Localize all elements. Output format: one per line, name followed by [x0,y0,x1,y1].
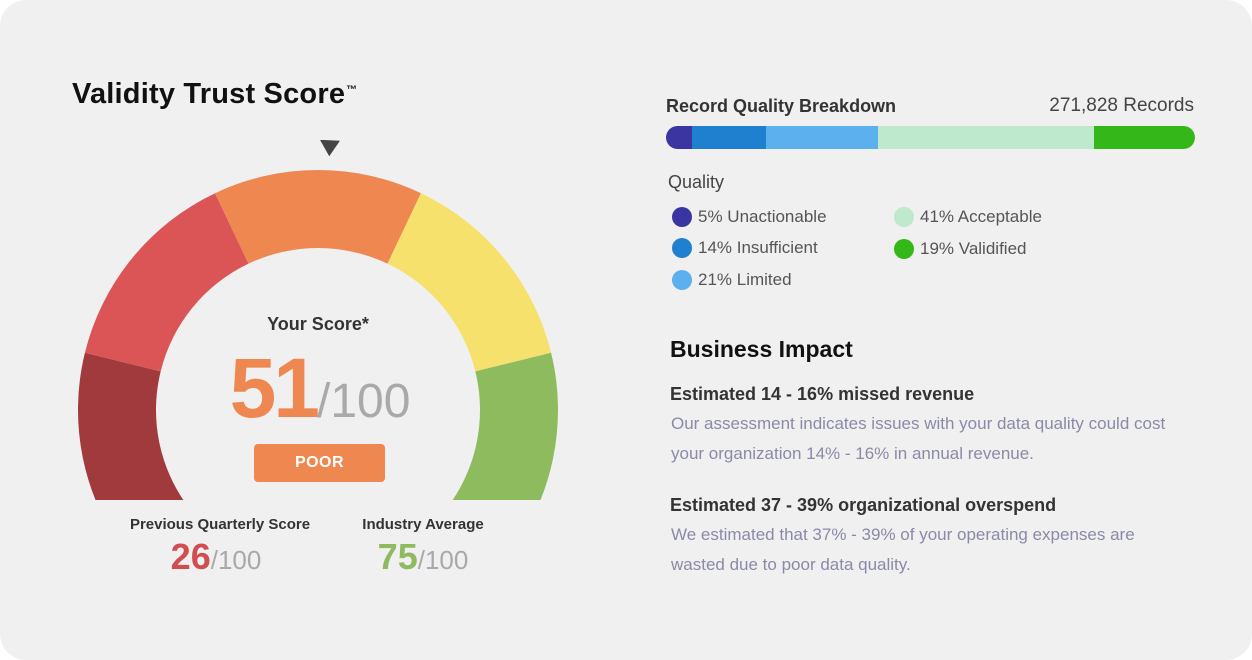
score-rating-badge: POOR [254,444,385,482]
your-score-out-of: /100 [317,375,411,428]
legend-dot-icon [672,207,692,227]
gauge-pointer-icon [320,140,340,157]
legend-label: 19% Validified [920,239,1027,258]
legend-dot-icon [672,238,692,258]
previous-score-value: 26/100 [110,536,322,578]
business-impact-title: Business Impact [670,336,853,362]
gauge-segment-dark-red [78,352,184,500]
quality-legend-title: Quality [668,172,725,192]
legend-dot-icon [894,239,914,259]
legend-dot-icon [672,270,692,290]
legend-label: 41% Acceptable [920,207,1042,226]
bar-segment-3 [877,126,1095,149]
your-score-number: 51 [229,341,320,435]
gauge-segment-orange [215,170,421,264]
industry-average-label: Industry Average [362,516,484,533]
bar-segment-2 [766,126,878,149]
previous-score-label: Previous Quarterly Score [129,516,311,533]
legend-label: 14% Insufficient [698,238,818,257]
previous-score-out-of: /100 [210,545,262,575]
legend-item-insufficient: 14% Insufficient [672,238,818,258]
gauge-segment-yellow [387,193,552,372]
your-score-value: 51/100 [200,340,440,437]
previous-score-number: 26 [170,536,211,577]
impact-heading-revenue: Estimated 14 - 16% missed revenue [670,384,975,404]
bar-segment-4 [1094,126,1195,149]
bar-segment-1 [692,126,767,149]
title-text: Validity Trust Score [72,78,346,110]
impact-body-overspend: We estimated that 37% - 39% of your oper… [671,525,1135,574]
legend-item-unactionable: 5% Unactionable [672,207,827,227]
industry-average-number: 75 [377,536,418,577]
score-gauge [78,140,558,500]
legend-item-validified: 19% Validified [894,239,1026,259]
record-quality-bar [666,126,1195,149]
record-quality-title: Record Quality Breakdown [666,96,897,116]
legend-dot-icon [894,207,914,227]
industry-average-value: 75/100 [320,536,526,578]
impact-heading-overspend: Estimated 37 - 39% organizational oversp… [670,495,1057,515]
your-score-label: Your Score* [267,314,369,334]
gauge-segment-red [84,193,249,372]
industry-average-out-of: /100 [417,545,469,575]
page-title: Validity Trust Score™ [72,78,357,111]
trademark-mark: ™ [346,84,358,96]
gauge-segment-green [452,352,558,500]
impact-body-revenue: Our assessment indicates issues with you… [671,414,1166,463]
record-count: 271,828 Records [1049,95,1194,116]
legend-item-limited: 21% Limited [672,270,792,290]
legend-label: 21% Limited [698,270,792,289]
legend-label: 5% Unactionable [698,207,827,226]
legend-item-acceptable: 41% Acceptable [894,207,1042,227]
bar-segment-0 [666,126,693,149]
